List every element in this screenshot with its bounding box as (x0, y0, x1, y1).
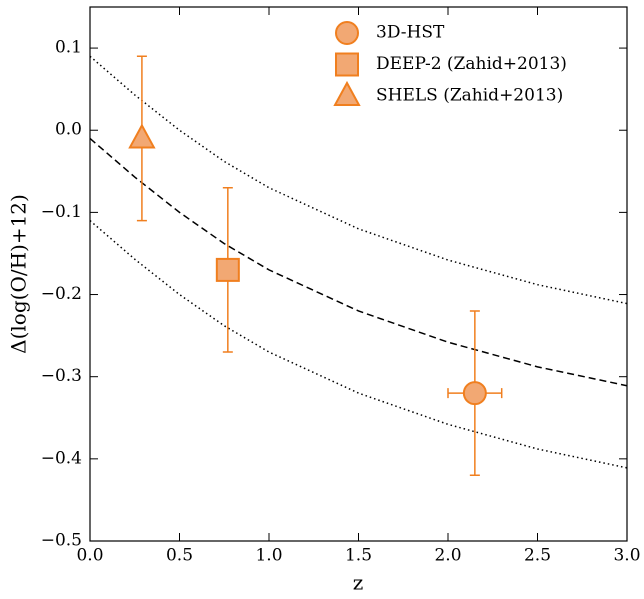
x-tick-label: 1.0 (255, 546, 282, 566)
y-tick-label: −0.3 (41, 366, 82, 386)
legend-label: SHELS (Zahid+2013) (376, 86, 563, 106)
x-axis-label: z (353, 571, 364, 595)
x-tick-label: 3.0 (613, 546, 640, 566)
y-tick-label: −0.5 (41, 531, 82, 551)
x-tick-label: 2.0 (434, 546, 461, 566)
x-tick-label: 1.5 (345, 546, 372, 566)
model-curve (89, 55, 628, 305)
x-tick-label: 0.5 (166, 546, 193, 566)
legend-marker (333, 80, 361, 106)
y-tick-label: −0.2 (41, 284, 82, 304)
marker (215, 257, 240, 282)
x-tick-label: 2.5 (524, 546, 551, 566)
y-tick-label: 0.0 (55, 120, 82, 140)
y-tick-label: −0.1 (41, 202, 82, 222)
legend-label: DEEP-2 (Zahid+2013) (376, 54, 567, 74)
legend-marker (335, 52, 359, 77)
legend-label: 3D-HST (376, 23, 445, 43)
y-tick-label: 0.1 (55, 38, 82, 58)
y-tick-label: −0.4 (41, 448, 82, 468)
y-axis-label: Δ(log(O/H)+12) (7, 194, 31, 354)
model-curve (89, 220, 628, 469)
marker (462, 381, 487, 406)
model-curve (89, 137, 628, 387)
legend-marker (335, 21, 359, 45)
marker (128, 123, 156, 149)
x-tick-label: 0.0 (76, 546, 103, 566)
